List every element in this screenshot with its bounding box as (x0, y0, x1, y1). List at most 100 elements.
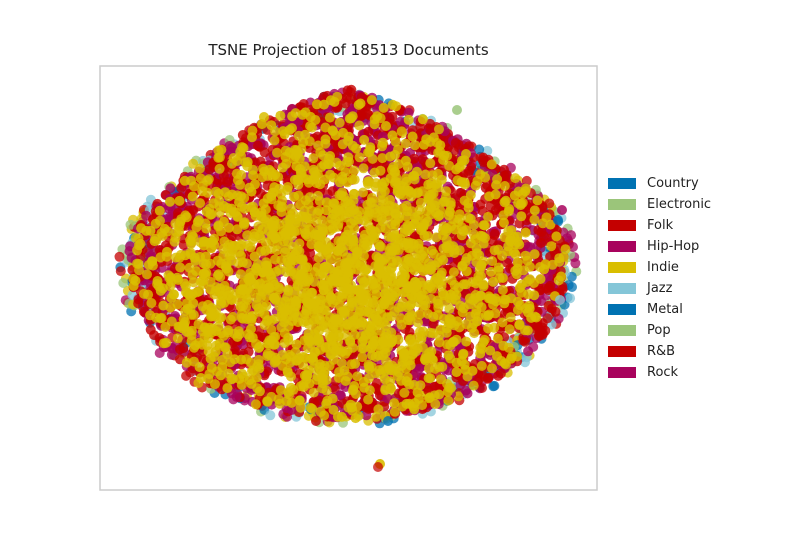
scatter-point (468, 380, 479, 391)
scatter-point (546, 241, 557, 252)
scatter-point (486, 266, 497, 277)
scatter-point (175, 262, 186, 273)
scatter-point (349, 188, 360, 199)
scatter-point (505, 312, 516, 323)
chart-title: TSNE Projection of 18513 Documents (208, 41, 489, 59)
scatter-point (387, 164, 397, 175)
scatter-point (523, 346, 534, 357)
scatter-point (434, 124, 444, 135)
scatter-point (356, 274, 367, 284)
scatter-point (357, 352, 368, 363)
scatter-point (150, 218, 161, 229)
scatter-point (253, 354, 264, 365)
scatter-point (352, 371, 363, 382)
scatter-point (415, 309, 425, 320)
scatter-point (354, 307, 365, 318)
scatter-point (118, 278, 129, 288)
scatter-point (363, 126, 374, 137)
scatter-point (309, 346, 320, 357)
scatter-point (337, 139, 348, 150)
scatter-point (510, 173, 521, 184)
scatter-point (409, 153, 420, 164)
scatter-point (298, 99, 309, 109)
scatter-point (133, 258, 144, 269)
scatter-point (211, 186, 221, 197)
scatter-point (403, 185, 414, 196)
scatter-point (317, 215, 328, 226)
scatter-point (237, 130, 248, 140)
scatter-point (114, 251, 125, 262)
scatter-point (354, 152, 365, 163)
scatter-point (142, 269, 152, 280)
scatter-point (190, 340, 201, 351)
scatter-point (450, 138, 461, 148)
scatter-point (371, 282, 381, 293)
scatter-point (497, 285, 508, 295)
scatter-point (399, 387, 410, 398)
scatter-point (425, 158, 436, 169)
scatter-point (259, 147, 270, 158)
scatter-point (487, 256, 498, 267)
scatter-point (376, 205, 387, 216)
scatter-point (431, 232, 442, 243)
scatter-point (389, 406, 400, 417)
scatter-point (520, 336, 530, 347)
scatter-point (347, 297, 357, 308)
scatter-point (146, 298, 157, 308)
scatter-point (286, 382, 296, 393)
scatter-point (492, 333, 503, 344)
scatter-point (413, 363, 424, 374)
scatter-point (371, 411, 382, 422)
scatter-point (335, 390, 346, 401)
scatter-point (261, 291, 272, 302)
scatter-point (175, 344, 185, 355)
scatter-point (188, 277, 199, 288)
scatter-point (400, 138, 411, 149)
scatter-point (276, 255, 287, 266)
scatter-point (347, 174, 358, 185)
scatter-point (483, 323, 494, 334)
scatter-point (565, 293, 576, 304)
scatter-point (319, 410, 330, 421)
scatter-point (403, 107, 414, 118)
scatter-point (363, 394, 374, 405)
scatter-point (363, 220, 374, 231)
scatter-point (225, 314, 236, 325)
scatter-point (476, 302, 487, 313)
scatter-point (489, 228, 500, 239)
scatter-point (430, 399, 441, 409)
scatter-point (495, 368, 506, 379)
scatter-point (139, 288, 149, 299)
scatter-point (271, 245, 282, 256)
scatter-point (312, 131, 323, 142)
scatter-point (375, 165, 386, 176)
scatter-point (367, 153, 378, 164)
scatter-point (489, 245, 500, 256)
scatter-point (543, 300, 554, 311)
scatter-point (214, 163, 225, 174)
scatter-point (448, 267, 459, 278)
scatter-point (377, 153, 388, 164)
scatter-point (299, 370, 310, 381)
scatter-point (501, 170, 512, 181)
scatter-point (376, 195, 386, 206)
scatter-point (354, 120, 365, 131)
scatter-point (308, 387, 319, 398)
scatter-point (417, 154, 428, 165)
scatter-point (181, 370, 192, 381)
scatter-point (488, 381, 499, 392)
scatter-point (345, 93, 356, 104)
scatter-point (483, 211, 493, 222)
scatter-point (308, 153, 319, 164)
scatter-point (568, 242, 578, 252)
points-layer (114, 84, 582, 472)
scatter-point (478, 152, 489, 163)
scatter-point (172, 333, 183, 344)
scatter-point (305, 402, 316, 413)
scatter-point (358, 163, 369, 174)
scatter-point (441, 186, 452, 197)
scatter-point (476, 368, 487, 379)
scatter-point (313, 253, 324, 263)
scatter-point (469, 328, 480, 339)
